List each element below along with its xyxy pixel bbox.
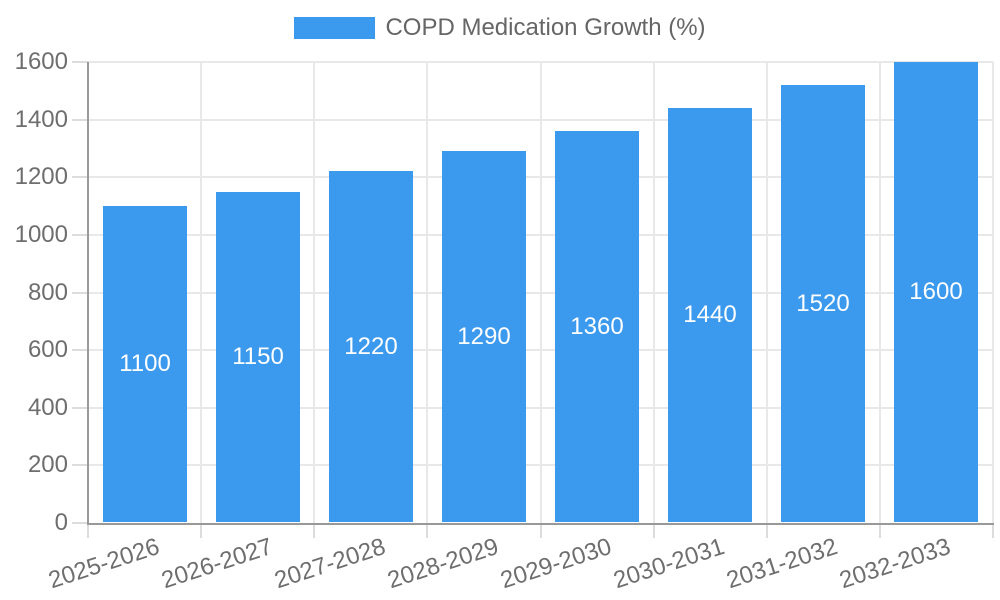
y-tick-label: 1600 [14, 48, 68, 75]
y-tick-label: 600 [27, 336, 68, 363]
gridline-vertical [200, 62, 202, 523]
gridline-vertical [313, 62, 315, 523]
y-tick-mark [72, 119, 88, 121]
bar: 1600 [894, 62, 978, 522]
x-tick-label: 2028-2029 [384, 533, 503, 595]
bar-value-label: 1600 [909, 278, 963, 305]
y-tick-label: 800 [27, 279, 68, 306]
y-tick-label: 1000 [14, 221, 68, 248]
bar-value-label: 1520 [796, 289, 850, 317]
x-tick-label: 2026-2027 [158, 533, 277, 595]
bar-value-label: 1220 [344, 332, 398, 360]
gridline-vertical [540, 62, 542, 523]
bar-value-label: 1360 [570, 312, 624, 340]
x-tick-mark [426, 523, 428, 538]
gridline-vertical [653, 62, 655, 523]
x-tick-mark [766, 523, 768, 538]
bar: 1220 [329, 171, 413, 522]
x-axis-line [87, 523, 994, 525]
chart-legend[interactable]: COPD Medication Growth (%) [0, 14, 1000, 42]
bar: 1360 [555, 131, 639, 522]
x-tick-mark [200, 523, 202, 538]
x-tick-label: 2030-2031 [610, 533, 729, 595]
bar: 1440 [668, 108, 752, 522]
x-tick-label: 2032-2033 [836, 533, 955, 595]
y-tick-mark [72, 61, 88, 63]
y-tick-label: 1400 [14, 106, 68, 133]
y-axis-line [87, 62, 89, 523]
y-tick-label: 200 [27, 451, 68, 478]
gridline-vertical [766, 62, 768, 523]
bar: 1150 [216, 192, 300, 522]
y-tick-mark [72, 464, 88, 466]
bar-value-label: 1290 [457, 322, 511, 350]
legend-label: COPD Medication Growth (%) [385, 14, 706, 41]
x-tick-label: 2029-2030 [497, 533, 616, 595]
y-tick-mark [72, 176, 88, 178]
x-tick-mark [313, 523, 315, 538]
x-tick-mark [87, 523, 89, 538]
bar-value-label: 1100 [119, 350, 171, 377]
x-tick-label: 2031-2032 [723, 533, 842, 595]
bar: 1520 [781, 85, 865, 522]
x-tick-label: 2025-2026 [45, 533, 164, 595]
bar: 1290 [442, 151, 526, 522]
y-tick-mark [72, 349, 88, 351]
y-tick-mark [72, 292, 88, 294]
y-tick-mark [72, 407, 88, 409]
bar-value-label: 1440 [683, 301, 737, 328]
x-tick-mark [992, 523, 994, 538]
x-tick-mark [540, 523, 542, 538]
legend-swatch [294, 17, 376, 39]
gridline-vertical [992, 62, 994, 523]
y-tick-mark [72, 234, 88, 236]
bar: 1100 [103, 206, 187, 522]
y-tick-label: 1200 [14, 163, 68, 190]
bar-value-label: 1150 [232, 343, 284, 370]
gridline-vertical [426, 62, 428, 523]
y-tick-label: 0 [54, 509, 68, 536]
y-tick-label: 400 [27, 394, 68, 421]
gridline-vertical [879, 62, 881, 523]
x-tick-mark [653, 523, 655, 538]
x-tick-mark [879, 523, 881, 538]
x-tick-label: 2027-2028 [271, 533, 390, 595]
y-tick-mark [72, 522, 88, 524]
